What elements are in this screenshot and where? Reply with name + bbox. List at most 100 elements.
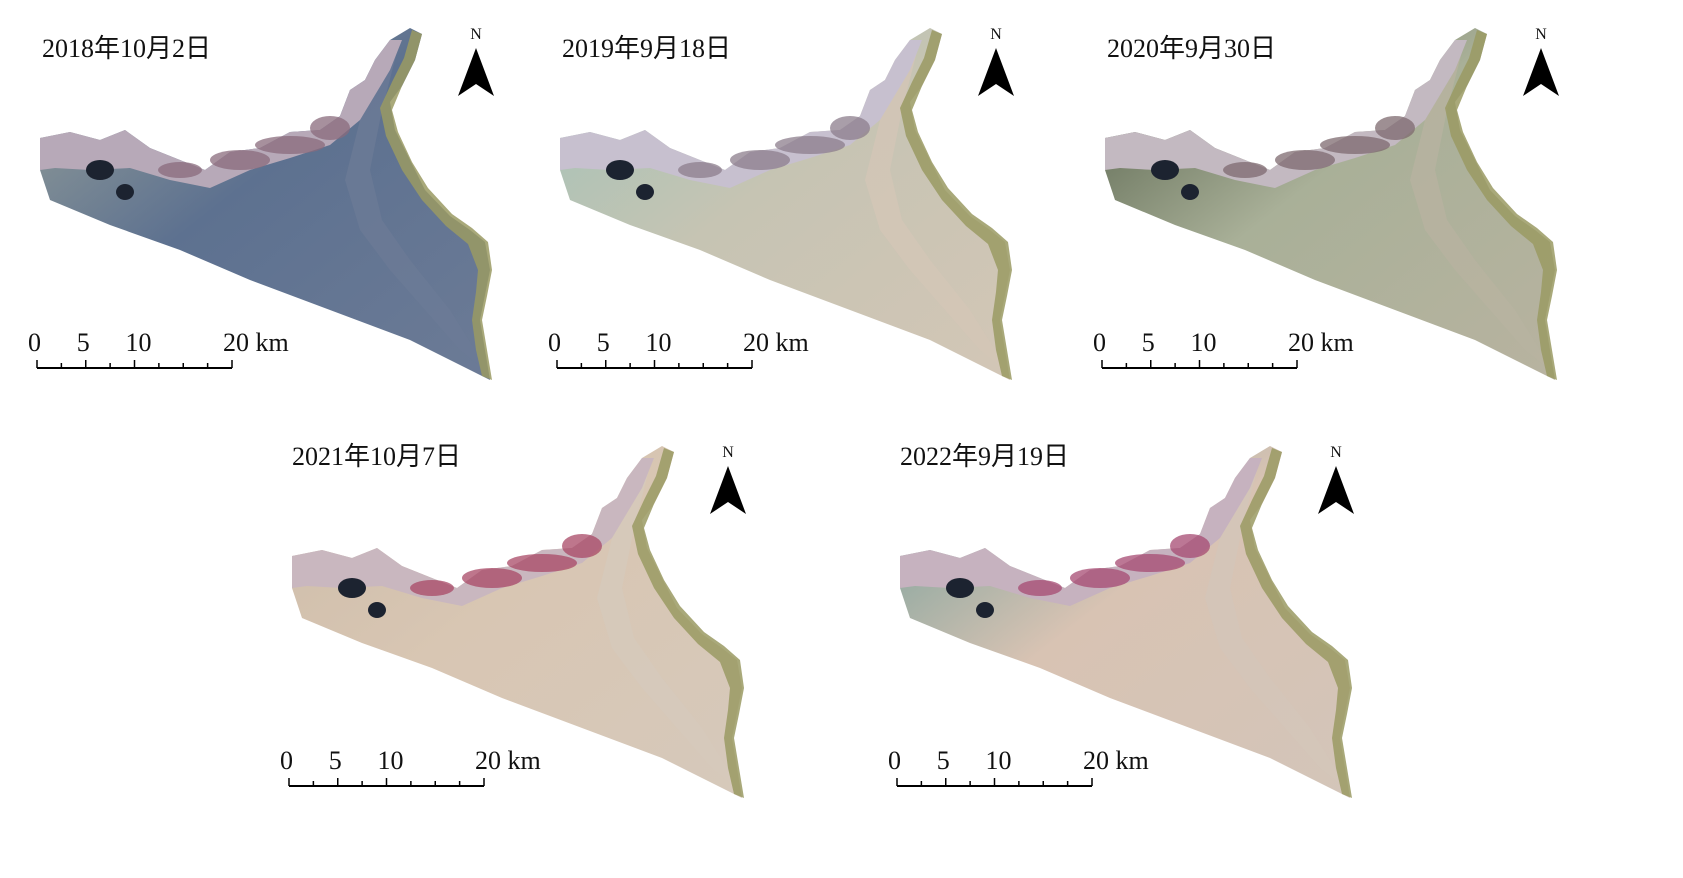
vegetation-patch [1170, 534, 1210, 558]
river-channel [1410, 40, 1550, 370]
vegetation-patch [1115, 554, 1185, 572]
date-label: 2020年9月30日 [1107, 34, 1277, 63]
north-label: N [1330, 444, 1342, 461]
scale-tick-label: 20 km [1083, 746, 1149, 775]
vegetation-patch [1275, 150, 1335, 170]
scale-tick-label: 0 [1093, 328, 1106, 357]
scale-bar: 0 5 10 20 km [548, 328, 855, 378]
vegetation-patch [410, 580, 454, 596]
reservoir [86, 160, 114, 180]
river-channel [865, 40, 1005, 370]
north-arrow-icon [1523, 48, 1559, 96]
scale-tick-label: 5 [328, 746, 342, 775]
vegetation-patch [158, 162, 202, 178]
scale-tick-label: 10 [377, 746, 404, 775]
vegetation-patch [255, 136, 325, 154]
north-arrow-icon [978, 48, 1014, 96]
reservoir [636, 184, 654, 200]
scale-tick-label: 10 [125, 328, 152, 357]
river-channel [1205, 458, 1345, 788]
map-panel-2022: 2022年9月19日 N 0 5 10 20 km [880, 428, 1420, 838]
north-arrow: N [1316, 444, 1356, 520]
vegetation-patch [775, 136, 845, 154]
north-label: N [722, 444, 734, 461]
reservoir [606, 160, 634, 180]
scale-bar: 0 5 10 20 km [888, 746, 1195, 796]
vegetation-patch [210, 150, 270, 170]
vegetation-patch [678, 162, 722, 178]
vegetation-patch [1070, 568, 1130, 588]
east-coast-strip [380, 30, 492, 380]
east-coast-strip [900, 30, 1012, 380]
satellite-image [560, 28, 1012, 380]
scale-tick-label: 0 [888, 746, 901, 775]
scale-tick-label: 0 [548, 328, 561, 357]
north-arrow: N [708, 444, 748, 520]
map-panel-2020: 2020年9月30日 N 0 5 10 20 km [1085, 10, 1625, 420]
north-label: N [1535, 26, 1547, 43]
map-panel-2019: 2019年9月18日 N 0 5 10 20 km [540, 10, 1080, 420]
scale-bar: 0 5 10 20 km [280, 746, 587, 796]
north-arrow: N [1521, 26, 1561, 102]
scale-tick-label: 20 km [475, 746, 541, 775]
scale-bar-line [556, 360, 753, 369]
vegetation-patch [730, 150, 790, 170]
date-label: 2018年10月2日 [42, 34, 212, 63]
date-label: 2022年9月19日 [900, 442, 1070, 471]
scale-bar-line [1101, 360, 1298, 369]
north-label: N [990, 26, 1002, 43]
date-label: 2021年10月7日 [292, 442, 462, 471]
map-panel-2018: 2018年10月2日 N 0 5 10 20 km [20, 10, 560, 420]
scale-tick-label: 10 [645, 328, 672, 357]
reservoir [946, 578, 974, 598]
north-arrow-icon [710, 466, 746, 514]
satellite-image [1105, 28, 1557, 380]
satellite-image [40, 28, 492, 380]
north-label: N [470, 26, 482, 43]
east-coast-strip [1240, 448, 1352, 798]
north-arrow: N [456, 26, 496, 102]
reservoir [1181, 184, 1199, 200]
reservoir [1151, 160, 1179, 180]
scale-tick-label: 0 [28, 328, 41, 357]
east-coast-strip [632, 448, 744, 798]
vegetation-patch [1320, 136, 1390, 154]
date-label: 2019年9月18日 [562, 34, 732, 63]
vegetation-patch [1018, 580, 1062, 596]
reservoir [338, 578, 366, 598]
scale-bar-line [36, 360, 233, 369]
river-channel [345, 40, 485, 370]
scale-bar: 0 5 10 20 km [1093, 328, 1400, 378]
north-arrow-icon [458, 48, 494, 96]
scale-tick-label: 0 [280, 746, 293, 775]
reservoir [116, 184, 134, 200]
map-panel-2021: 2021年10月7日 N 0 5 10 20 km [272, 428, 812, 838]
vegetation-patch [462, 568, 522, 588]
reservoir [368, 602, 386, 618]
scale-tick-label: 5 [76, 328, 90, 357]
vegetation-patch [1223, 162, 1267, 178]
scale-tick-label: 20 km [1288, 328, 1354, 357]
satellite-image [292, 446, 744, 798]
scale-tick-label: 5 [596, 328, 610, 357]
scale-bar-line [896, 778, 1093, 787]
scale-bar: 0 5 10 20 km [28, 328, 335, 378]
vegetation-patch [830, 116, 870, 140]
scale-bar-line [288, 778, 485, 787]
vegetation-patch [562, 534, 602, 558]
north-arrow-icon [1318, 466, 1354, 514]
east-coast-strip [1445, 30, 1557, 380]
scale-tick-label: 10 [1190, 328, 1217, 357]
scale-tick-label: 20 km [223, 328, 289, 357]
vegetation-patch [1375, 116, 1415, 140]
river-channel [597, 458, 737, 788]
scale-tick-label: 10 [985, 746, 1012, 775]
vegetation-patch [507, 554, 577, 572]
scale-tick-label: 20 km [743, 328, 809, 357]
satellite-image [900, 446, 1352, 798]
vegetation-patch [310, 116, 350, 140]
scale-tick-label: 5 [936, 746, 950, 775]
north-arrow: N [976, 26, 1016, 102]
scale-tick-label: 5 [1141, 328, 1155, 357]
reservoir [976, 602, 994, 618]
